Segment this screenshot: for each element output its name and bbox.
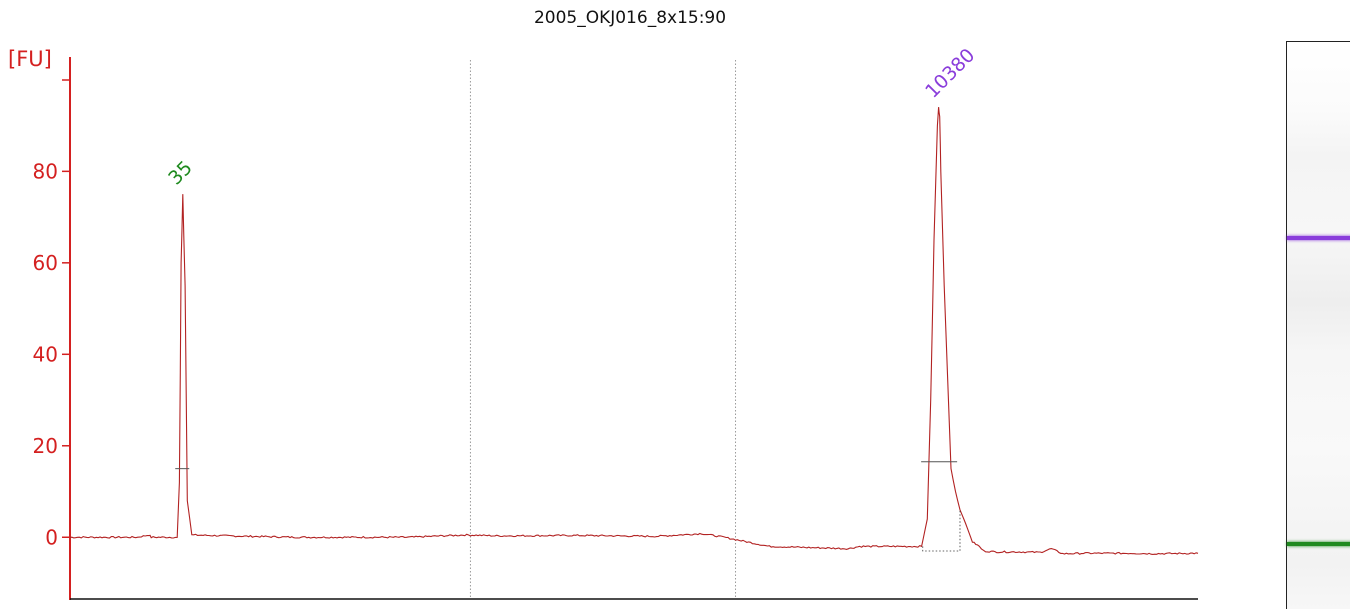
peak-label-35: 35 bbox=[164, 157, 197, 190]
peak-label-10380: 10380 bbox=[921, 44, 979, 102]
peak-integration-region bbox=[922, 509, 961, 552]
y-tick-label: 0 bbox=[45, 525, 58, 549]
electropherogram-plot: [FU] 0 20 40 60 80 35 10380 bbox=[8, 44, 1199, 600]
gridlines bbox=[469, 60, 737, 598]
y-tick-label: 40 bbox=[33, 342, 58, 366]
chart-title: 2005_OKJ016_8x15:90 bbox=[533, 8, 727, 28]
gel-band-1 bbox=[1287, 235, 1350, 240]
trace bbox=[69, 107, 1199, 555]
y-tick-label: 60 bbox=[33, 251, 58, 275]
y-tick-label: 20 bbox=[33, 434, 58, 458]
y-ticks: 0 20 40 60 80 bbox=[33, 159, 70, 549]
y-tick-label: 80 bbox=[33, 159, 58, 183]
peak-annotations: 35 10380 bbox=[164, 44, 979, 552]
axes: [FU] bbox=[8, 47, 1198, 600]
gel-band-2 bbox=[1287, 542, 1350, 547]
gel-lane-image bbox=[1286, 41, 1350, 609]
y-axis-label: [FU] bbox=[8, 47, 52, 71]
trace-line bbox=[69, 107, 1199, 555]
